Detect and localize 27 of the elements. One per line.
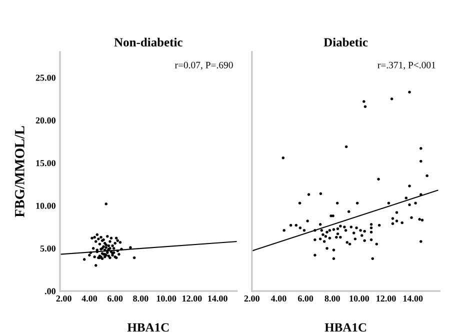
y-axis-title: FBG/MMOL/L — [15, 126, 24, 218]
x-tick-label: 8.00 — [133, 295, 148, 302]
x-tick-label: 4.00 — [82, 295, 98, 302]
x-tick-label: 14.00 — [403, 295, 423, 302]
chart-title: Non-diabetic — [114, 38, 182, 47]
chart-title: Diabetic — [324, 38, 368, 47]
x-axis-title: HBA1C — [127, 323, 169, 332]
annotation: r=.371, P<.001 — [378, 62, 436, 70]
x-tick-label: 12.00 — [182, 295, 202, 302]
x-axis-title: HBA1C — [324, 323, 366, 332]
x-tick-label: 12.00 — [376, 295, 396, 302]
x-tick-label: 10.00 — [350, 295, 370, 302]
y-tick-label: .00 — [44, 288, 56, 294]
x-tick-label: 14.00 — [208, 295, 228, 302]
x-tick-label: 2.00 — [56, 295, 72, 302]
y-tick-label: 15.00 — [36, 160, 56, 166]
x-tick-label: 8.00 — [324, 295, 340, 302]
annotation: r=0.07, P=.690 — [174, 62, 233, 70]
x-tick-label: 2.00 — [244, 295, 260, 302]
y-tick-label: 5.00 — [40, 245, 56, 252]
x-tick-label: 4.00 — [270, 295, 286, 302]
y-tick-label: 25.00 — [36, 74, 56, 81]
y-tick-label: 10.00 — [36, 202, 56, 209]
x-tick-label: 6.00 — [107, 295, 123, 302]
y-tick-label: 20.00 — [36, 117, 56, 124]
x-tick-label: 6.00 — [298, 295, 314, 302]
x-tick-label: 10.00 — [156, 295, 176, 302]
